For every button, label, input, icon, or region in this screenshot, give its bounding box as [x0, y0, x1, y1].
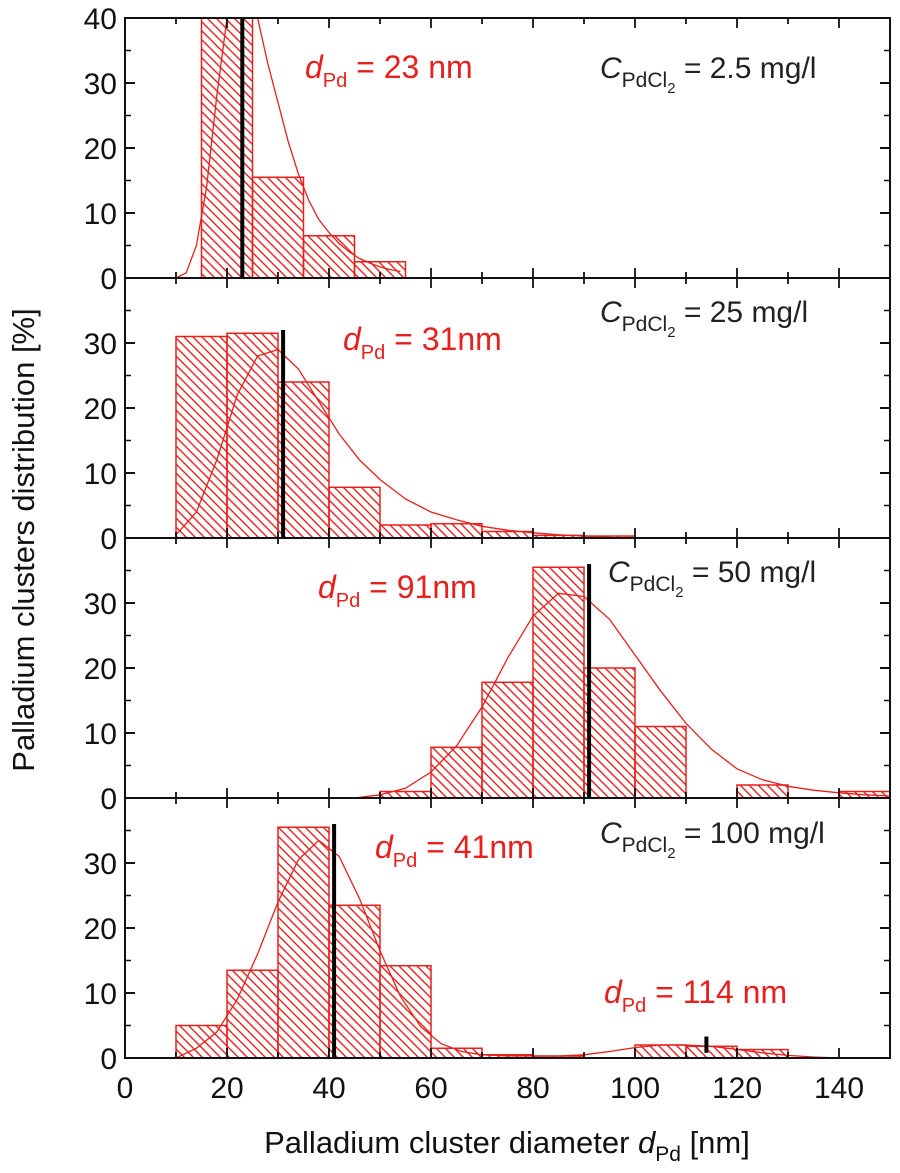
histogram-bar — [583, 667, 636, 798]
y-tick-label: 0 — [100, 783, 117, 816]
panel-25: 0 10 20 30 dPd = 31nm CPdCl2 = 25 mg/l — [84, 277, 891, 556]
panel-100: 0 10 20 30 dPd = 41nm dPd = 114 nm CPdCl2 = 10… — [84, 797, 891, 1076]
x-tick-label: 120 — [712, 1072, 762, 1105]
histogram-bar — [379, 524, 432, 538]
y-axis-title: Palladium clusters distribution [%] — [6, 308, 41, 771]
concentration-label: CPdCl2 = 2.5 mg/l — [600, 52, 816, 97]
y-tick-label: 20 — [84, 133, 117, 166]
x-tick-label: 20 — [210, 1072, 243, 1105]
histogram-bar — [634, 725, 687, 798]
histogram-bar — [328, 904, 381, 1058]
mean-diameter-label: dPd = 91nm — [318, 569, 477, 612]
x-axis-title-suffix: [nm] — [681, 1125, 750, 1160]
y-tick-label: 10 — [84, 458, 117, 491]
panel-2-5: 0 10 20 30 40 dPd = 23 nm CPdCl2 = 2.5 mg/l — [84, 3, 891, 296]
y-tick-label: 10 — [84, 978, 117, 1011]
histogram-bar — [277, 381, 330, 538]
x-tick-label: 140 — [814, 1072, 864, 1105]
y-tick-label: 30 — [84, 588, 117, 621]
x-axis-title-sub: Pd — [655, 1143, 681, 1166]
x-tick-label: 0 — [117, 1072, 134, 1105]
histogram-bar — [430, 746, 483, 798]
y-tick-label: 0 — [100, 1043, 117, 1076]
histogram-bar — [353, 261, 407, 278]
concentration-label: CPdCl2 = 50 mg/l — [608, 556, 816, 601]
bars — [175, 826, 789, 1058]
x-axis-title: Palladium cluster diameter dPd [nm] — [264, 1125, 750, 1166]
x-tick-label: 100 — [610, 1072, 660, 1105]
y-tick-label: 10 — [84, 718, 117, 751]
mean-diameter-label: dPd = 23 nm — [305, 49, 473, 92]
y-tick-label: 20 — [84, 393, 117, 426]
histogram-bar — [532, 566, 585, 798]
histogram-bar — [328, 486, 381, 538]
fit-curve — [175, 18, 401, 278]
y-tick-label: 0 — [100, 263, 117, 296]
histogram-bar — [226, 332, 279, 538]
bars — [175, 332, 636, 538]
fit-curve — [354, 592, 890, 798]
histogram-bar — [226, 969, 279, 1058]
histogram-bar — [481, 681, 534, 798]
histogram-bar — [430, 522, 483, 538]
histogram-bar — [736, 784, 789, 798]
y-tick-label: 30 — [84, 848, 117, 881]
concentration-label: CPdCl2 = 25 mg/l — [600, 296, 808, 341]
x-tick-label: 80 — [516, 1072, 549, 1105]
histogram-bar — [277, 826, 330, 1058]
y-tick-label: 40 — [84, 3, 117, 36]
histogram-bar — [379, 964, 432, 1058]
concentration-label: CPdCl2 = 100 mg/l — [600, 817, 825, 862]
x-tick-label: 60 — [414, 1072, 447, 1105]
histogram-bar — [175, 335, 228, 538]
fit-curve — [175, 348, 610, 538]
y-tick-label: 20 — [84, 653, 117, 686]
mean-diameter-label: dPd = 114 nm — [604, 974, 787, 1017]
y-tick-label: 20 — [84, 913, 117, 946]
histogram-bar — [251, 176, 305, 278]
histogram-bar — [175, 1024, 228, 1058]
y-tick-label: 30 — [84, 68, 117, 101]
y-tick-label: 30 — [84, 328, 117, 361]
bars — [379, 566, 890, 798]
y-tick-label: 0 — [100, 523, 117, 556]
fit-curve — [175, 839, 840, 1058]
panels-layer: 0 10 20 30 40 dPd = 23 nm CPdCl2 = 2.5 mg/l 0 10… — [84, 3, 891, 1105]
histogram-bar — [200, 18, 254, 278]
y-tick-label: 10 — [84, 198, 117, 231]
x-axis-title-prefix: Palladium cluster diameter — [264, 1125, 638, 1160]
mean-diameter-label: dPd = 41nm — [375, 829, 534, 872]
mean-diameter-label: dPd = 31nm — [343, 321, 502, 364]
x-axis-title-var: d — [638, 1125, 657, 1160]
x-tick-label: 40 — [312, 1072, 345, 1105]
panel-50: 0 10 20 30 dPd = 91nm CPdCl2 = 50 mg/l — [84, 537, 891, 816]
